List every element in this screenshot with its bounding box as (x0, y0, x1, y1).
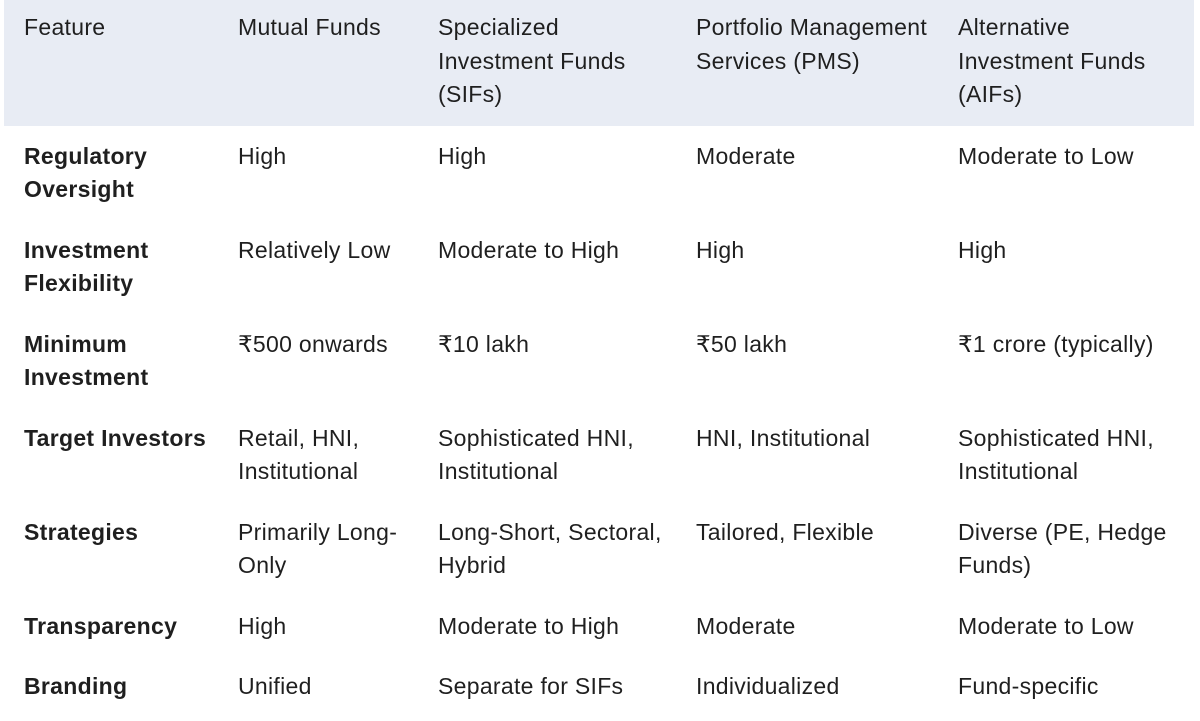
header-mutual-funds: Mutual Funds (238, 14, 381, 40)
table-cell: Separate for SIFs (438, 672, 624, 699)
table-row: Regulatory Oversight High High Moderate … (4, 126, 1194, 220)
comparison-table: Feature Mutual Funds Specialized Investm… (4, 0, 1194, 716)
table-cell: High (238, 142, 287, 169)
feature-cell: Transparency (24, 612, 178, 639)
table-cell: Individualized (696, 672, 840, 699)
table-row: Target Investors Retail, HNI, Institutio… (4, 408, 1194, 502)
table-cell: Moderate to High (438, 236, 620, 263)
table-cell: ₹50 lakh (696, 330, 788, 357)
table-cell: Moderate (696, 612, 796, 639)
table-cell: Sophisticated HNI, Institutional (958, 424, 1154, 485)
table-cell: Moderate to High (438, 612, 620, 639)
table-cell: Diverse (PE, Hedge Funds) (958, 518, 1167, 579)
table-cell: Moderate to Low (958, 142, 1134, 169)
table-cell: High (958, 236, 1007, 263)
table-cell: Relatively Low (238, 236, 391, 263)
feature-cell: Branding (24, 672, 128, 699)
table-cell: ₹10 lakh (438, 330, 530, 357)
table-cell: Long-Short, Sectoral, Hybrid (438, 518, 662, 579)
table-row: Strategies Primarily Long-Only Long-Shor… (4, 502, 1194, 596)
table-cell: Tailored, Flexible (696, 518, 874, 545)
table-row: Minimum Investment ₹500 onwards ₹10 lakh… (4, 314, 1194, 408)
table-cell: HNI, Institutional (696, 424, 871, 451)
table-row: Investment Flexibility Relatively Low Mo… (4, 220, 1194, 314)
table-cell: Sophisticated HNI, Institutional (438, 424, 634, 485)
table-cell: High (696, 236, 745, 263)
feature-cell: Investment Flexibility (24, 236, 149, 297)
table-cell: Moderate to Low (958, 612, 1134, 639)
header-sifs: Specialized Investment Funds (SIFs) (438, 14, 626, 107)
table-cell: High (438, 142, 487, 169)
header-aifs: Alternative Investment Funds (AIFs) (958, 14, 1146, 107)
feature-cell: Strategies (24, 518, 139, 545)
feature-cell: Minimum Investment (24, 330, 149, 391)
header-feature: Feature (24, 14, 106, 40)
table-cell: Retail, HNI, Institutional (238, 424, 360, 485)
table-cell: ₹1 crore (typically) (958, 330, 1154, 357)
table-cell: Unified (238, 672, 312, 699)
feature-cell: Regulatory Oversight (24, 142, 148, 203)
table-cell: Primarily Long-Only (238, 518, 398, 579)
table-row: Branding Unified Separate for SIFs Indiv… (4, 656, 1194, 716)
feature-cell: Target Investors (24, 424, 207, 451)
comparison-table-container: Feature Mutual Funds Specialized Investm… (4, 0, 1194, 717)
table-cell: Fund-specific (958, 672, 1099, 699)
table-row: Transparency High Moderate to High Moder… (4, 596, 1194, 656)
header-pms: Portfolio Management Services (PMS) (696, 14, 928, 74)
table-header-row: Feature Mutual Funds Specialized Investm… (4, 0, 1194, 126)
table-cell: High (238, 612, 287, 639)
table-cell: Moderate (696, 142, 796, 169)
table-cell: ₹500 onwards (238, 330, 388, 357)
